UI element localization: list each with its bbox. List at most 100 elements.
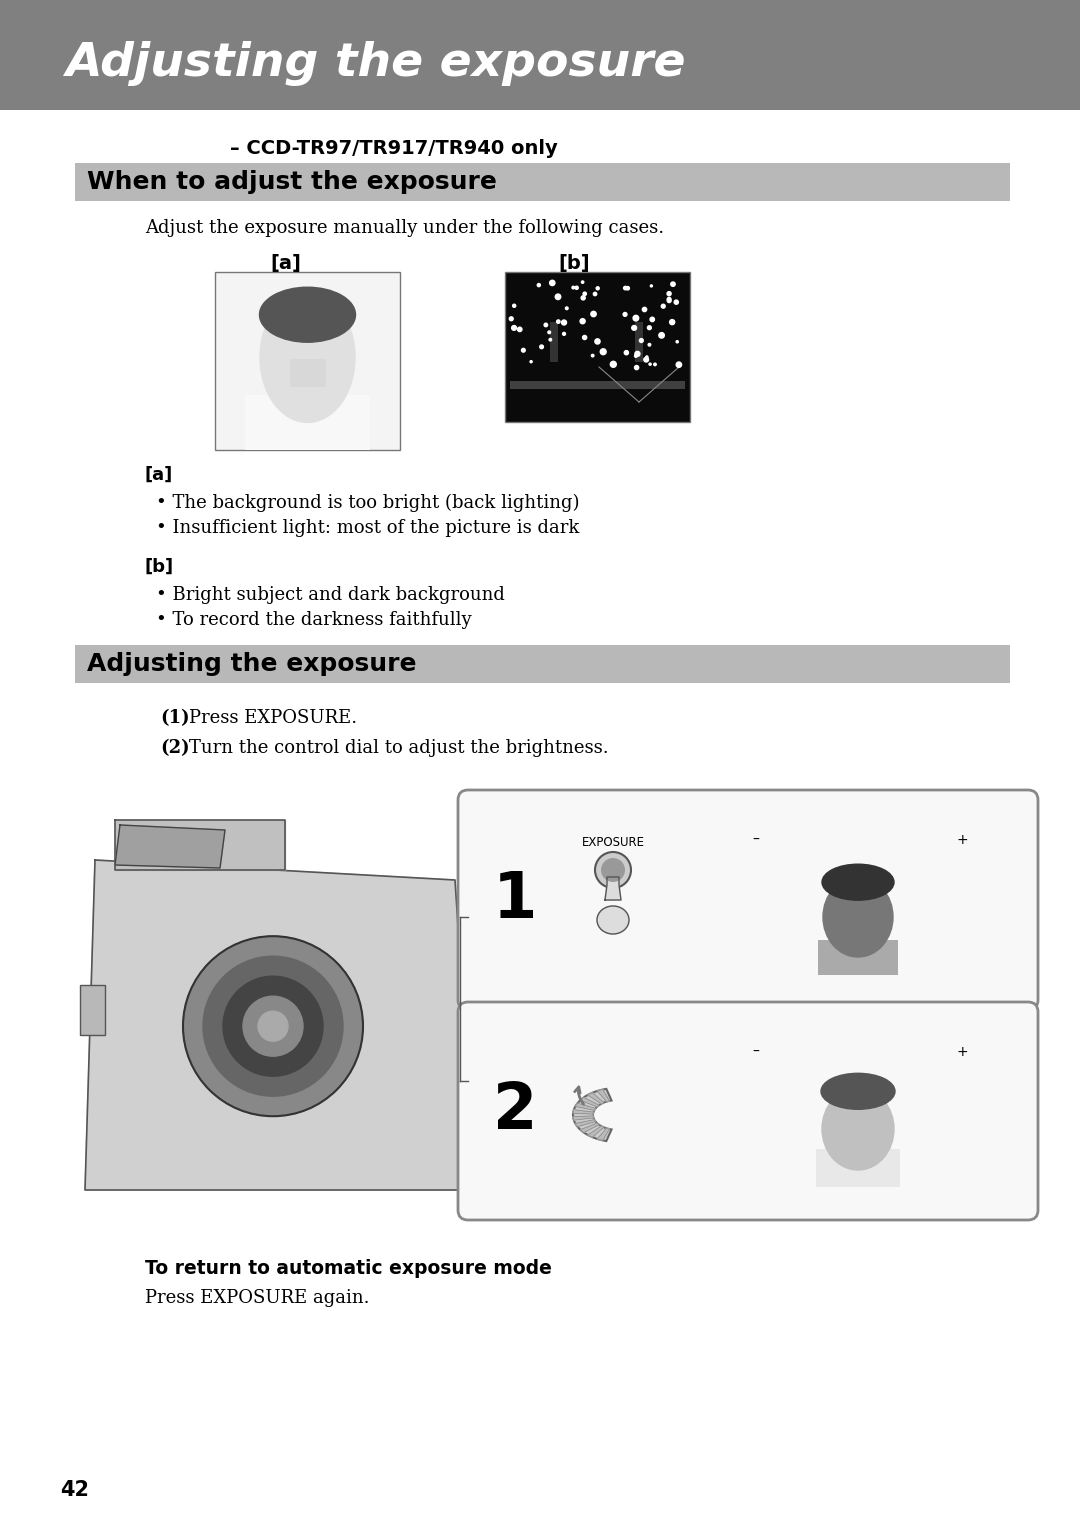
Circle shape bbox=[650, 285, 652, 287]
Text: Adjusting the exposure: Adjusting the exposure bbox=[65, 41, 686, 86]
Text: Press EXPOSURE again.: Press EXPOSURE again. bbox=[145, 1289, 369, 1308]
Circle shape bbox=[632, 325, 636, 330]
Bar bbox=[635, 322, 643, 362]
Text: • Insufficient light: most of the picture is dark: • Insufficient light: most of the pictur… bbox=[156, 520, 579, 537]
Circle shape bbox=[580, 319, 585, 323]
Circle shape bbox=[633, 316, 638, 320]
Text: (1): (1) bbox=[160, 708, 190, 727]
Circle shape bbox=[512, 325, 516, 330]
Text: When to adjust the exposure: When to adjust the exposure bbox=[87, 170, 497, 195]
Polygon shape bbox=[580, 1124, 599, 1133]
Circle shape bbox=[550, 281, 555, 285]
Circle shape bbox=[555, 294, 561, 299]
Polygon shape bbox=[597, 1090, 609, 1102]
Ellipse shape bbox=[260, 293, 355, 423]
Circle shape bbox=[183, 937, 363, 1116]
Circle shape bbox=[646, 356, 648, 359]
Polygon shape bbox=[114, 820, 285, 871]
Text: [a]: [a] bbox=[145, 466, 173, 484]
Circle shape bbox=[203, 957, 343, 1096]
Circle shape bbox=[513, 304, 516, 307]
Bar bbox=[853, 1046, 913, 1055]
Text: • To record the darkness faithfully: • To record the darkness faithfully bbox=[156, 612, 472, 629]
Circle shape bbox=[566, 307, 568, 310]
Circle shape bbox=[258, 1012, 288, 1041]
Text: +: + bbox=[956, 832, 968, 848]
Text: Turn the control dial to adjust the brightness.: Turn the control dial to adjust the brig… bbox=[189, 739, 609, 757]
Circle shape bbox=[563, 333, 566, 336]
Circle shape bbox=[635, 354, 637, 357]
Circle shape bbox=[667, 291, 671, 296]
Text: (2): (2) bbox=[160, 739, 190, 757]
Text: [a]: [a] bbox=[270, 253, 301, 273]
Polygon shape bbox=[573, 1110, 594, 1114]
Circle shape bbox=[222, 977, 323, 1076]
Circle shape bbox=[562, 320, 567, 325]
Polygon shape bbox=[573, 1116, 594, 1121]
Text: • Bright subject and dark background: • Bright subject and dark background bbox=[156, 586, 504, 604]
Circle shape bbox=[659, 333, 664, 339]
Circle shape bbox=[661, 304, 665, 308]
Circle shape bbox=[530, 360, 532, 363]
Bar bbox=[748, 829, 968, 848]
FancyBboxPatch shape bbox=[458, 789, 1038, 1010]
Bar bbox=[816, 1150, 900, 1187]
Circle shape bbox=[624, 351, 629, 354]
Ellipse shape bbox=[822, 1088, 894, 1170]
Text: –: – bbox=[752, 832, 759, 848]
Text: [b]: [b] bbox=[558, 253, 590, 273]
Bar bbox=[0, 0, 1080, 110]
Circle shape bbox=[522, 348, 525, 353]
Circle shape bbox=[592, 354, 594, 357]
Circle shape bbox=[644, 357, 648, 362]
Polygon shape bbox=[580, 1098, 599, 1107]
Circle shape bbox=[610, 362, 617, 368]
Circle shape bbox=[582, 336, 586, 339]
FancyBboxPatch shape bbox=[458, 1003, 1038, 1220]
Circle shape bbox=[676, 340, 678, 343]
Circle shape bbox=[648, 343, 651, 346]
Text: Adjusting the exposure: Adjusting the exposure bbox=[87, 652, 417, 676]
Text: 2: 2 bbox=[492, 1081, 538, 1142]
Circle shape bbox=[674, 300, 678, 304]
Circle shape bbox=[649, 363, 651, 365]
Circle shape bbox=[667, 297, 671, 300]
Polygon shape bbox=[85, 860, 475, 1190]
Circle shape bbox=[626, 287, 630, 290]
Circle shape bbox=[510, 317, 513, 320]
Circle shape bbox=[243, 996, 303, 1056]
Bar bbox=[505, 271, 690, 422]
Polygon shape bbox=[588, 1093, 604, 1104]
Ellipse shape bbox=[823, 877, 893, 957]
Text: Press EXPOSURE.: Press EXPOSURE. bbox=[189, 708, 357, 727]
Text: [b]: [b] bbox=[145, 558, 174, 576]
Circle shape bbox=[596, 287, 599, 290]
Polygon shape bbox=[597, 1128, 609, 1141]
Bar bbox=[550, 322, 558, 362]
Circle shape bbox=[623, 287, 627, 290]
Circle shape bbox=[583, 293, 586, 296]
Circle shape bbox=[650, 317, 654, 322]
Ellipse shape bbox=[259, 287, 355, 342]
Bar bbox=[215, 271, 400, 451]
Circle shape bbox=[544, 323, 548, 327]
Text: –: – bbox=[752, 1046, 759, 1059]
Bar bbox=[245, 396, 370, 451]
Bar bbox=[748, 829, 968, 975]
Text: 1: 1 bbox=[492, 869, 538, 931]
Circle shape bbox=[670, 319, 675, 325]
Circle shape bbox=[575, 287, 578, 290]
Circle shape bbox=[600, 858, 625, 881]
Bar bbox=[748, 1042, 968, 1187]
Ellipse shape bbox=[822, 865, 894, 900]
Circle shape bbox=[623, 313, 627, 316]
Circle shape bbox=[667, 299, 671, 302]
Ellipse shape bbox=[597, 906, 629, 934]
Circle shape bbox=[643, 307, 647, 311]
Circle shape bbox=[600, 350, 606, 354]
Bar bbox=[818, 940, 897, 975]
Circle shape bbox=[540, 345, 543, 348]
Circle shape bbox=[595, 339, 600, 343]
Circle shape bbox=[639, 339, 644, 342]
Circle shape bbox=[671, 282, 675, 287]
